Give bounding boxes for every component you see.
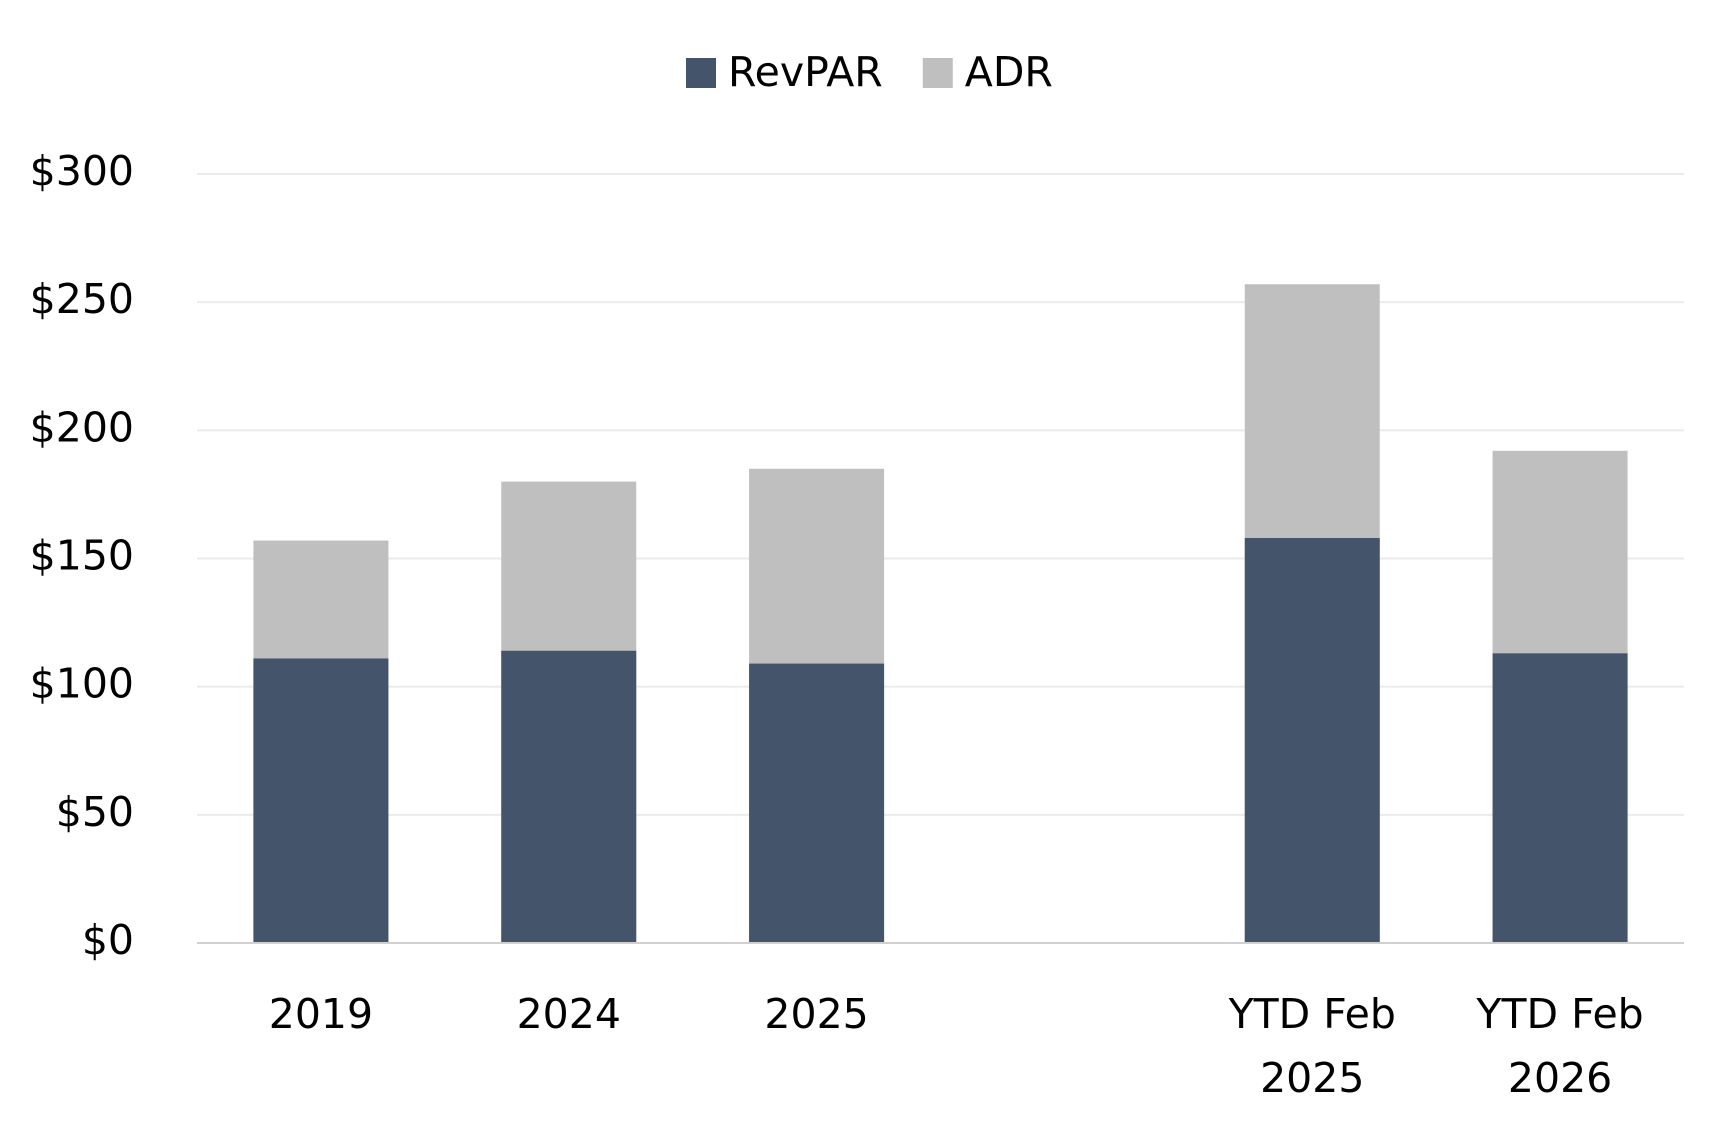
y-tick-label: $200 [30, 403, 134, 451]
x-tick-label: YTD Feb 2025 [1228, 990, 1396, 1102]
legend-swatch [686, 58, 716, 88]
bar [1492, 653, 1628, 943]
y-tick-label: $0 [82, 916, 134, 964]
y-tick-label: $100 [30, 660, 134, 708]
x-tick-label: 2024 [516, 990, 621, 1038]
bar [749, 663, 885, 943]
bar [253, 658, 389, 943]
y-tick-label: $250 [30, 275, 134, 323]
x-tick-label: 2025 [764, 990, 869, 1038]
legend-label: RevPAR [728, 48, 883, 96]
bar [501, 650, 637, 943]
y-tick-label: $150 [30, 532, 134, 580]
legend-label: ADR [965, 48, 1053, 96]
y-tick-label: $50 [56, 788, 134, 836]
legend-swatch [922, 58, 953, 88]
bar [1244, 537, 1380, 943]
x-tick-label: YTD Feb 2026 [1476, 990, 1644, 1102]
y-tick-label: $300 [30, 147, 134, 195]
x-tick-label: 2019 [268, 990, 374, 1038]
